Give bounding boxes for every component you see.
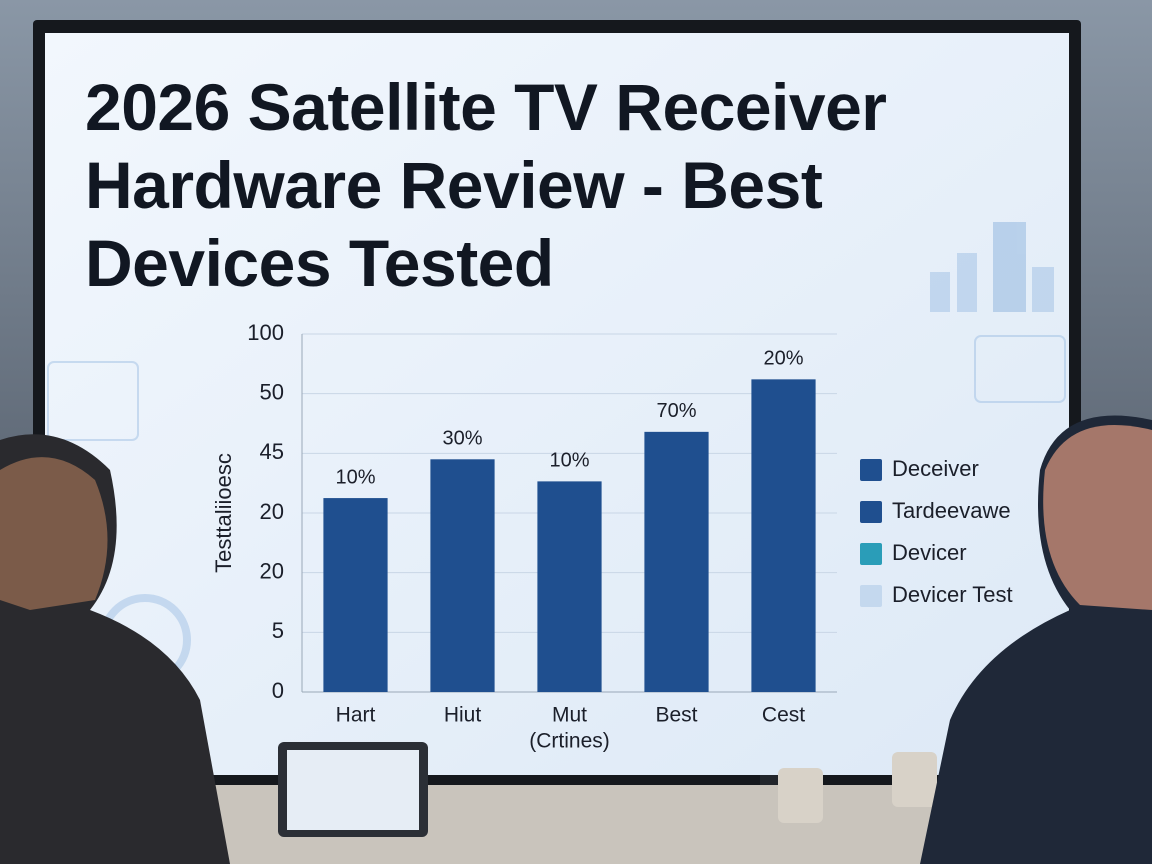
x-tick-label: Mut: [552, 704, 587, 727]
person-right-head: [1043, 425, 1152, 610]
decor-city: [47, 222, 1066, 686]
person-left-head: [0, 457, 108, 610]
legend-label: Devicer: [892, 540, 967, 565]
bar-label: 10%: [549, 450, 589, 472]
x-tick-label: Hart: [336, 704, 376, 727]
bar: [323, 498, 388, 692]
laptop-screen: [287, 750, 419, 830]
bar-label: 30%: [442, 428, 482, 450]
bar-label: 10%: [335, 466, 375, 488]
cup: [892, 752, 937, 807]
x-tick-note: (Crtines): [529, 730, 610, 753]
y-tick-label: 50: [260, 379, 284, 404]
bar: [537, 481, 602, 692]
legend-label: Tardeevawe: [892, 498, 1011, 523]
legend-label: Deceiver: [892, 456, 979, 481]
bar-label: 20%: [763, 348, 803, 370]
x-tick-label: Cest: [762, 704, 805, 727]
legend-swatch: [860, 459, 882, 481]
chart-title: 2026 Satellite TV Receiver Hardware Revi…: [85, 70, 887, 300]
legend-label: Devicer Test: [892, 582, 1013, 607]
y-tick-label: 100: [247, 320, 284, 345]
legend-swatch: [860, 585, 882, 607]
legend-swatch: [860, 501, 882, 523]
y-tick-label: 20: [260, 558, 284, 583]
y-tick-label: 5: [272, 618, 284, 643]
x-tick-label: Best: [655, 704, 697, 727]
y-tick-label: 45: [260, 439, 284, 464]
bar: [644, 431, 709, 692]
bar-label: 70%: [656, 400, 696, 422]
y-axis-label: Testtaliioesc: [211, 453, 236, 573]
x-tick-label: Hiut: [444, 704, 482, 727]
y-tick-label: 20: [260, 499, 284, 524]
y-tick-label: 0: [272, 678, 284, 703]
bar: [751, 379, 816, 692]
cup: [778, 768, 823, 823]
legend-swatch: [860, 543, 882, 565]
bar: [430, 459, 495, 692]
